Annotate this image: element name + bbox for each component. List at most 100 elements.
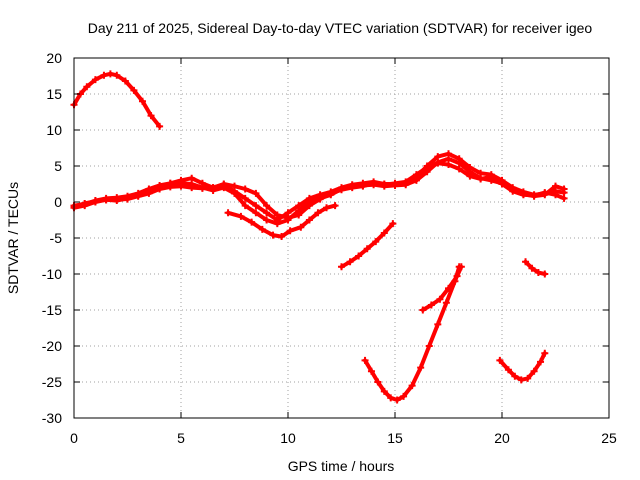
data-point <box>121 77 129 85</box>
data-point <box>530 192 538 200</box>
y-tick-label: 20 <box>46 50 62 66</box>
data-point <box>231 182 238 190</box>
data-point <box>434 159 442 167</box>
data-point <box>496 356 504 364</box>
data-point <box>156 122 164 130</box>
data-point <box>380 387 388 395</box>
data-point <box>100 71 108 79</box>
data-point <box>541 270 549 278</box>
data-point <box>425 342 433 350</box>
data-point <box>560 185 568 193</box>
data-point <box>372 238 380 246</box>
data-point <box>498 180 506 188</box>
data-point <box>314 209 322 217</box>
series-arc-7 <box>363 264 462 402</box>
data-point <box>445 161 452 169</box>
data-point <box>477 175 485 183</box>
data-point <box>130 86 138 94</box>
data-point <box>134 192 142 200</box>
data-point <box>145 189 153 197</box>
x-axis-ticks: 0 5 10 15 20 25 <box>70 58 617 446</box>
data-point <box>198 184 206 192</box>
data-point <box>537 358 545 366</box>
data-point <box>269 231 277 239</box>
x-tick-label: 20 <box>494 430 510 446</box>
data-point <box>511 372 519 380</box>
data-point <box>389 220 397 228</box>
data-point <box>434 320 442 328</box>
data-point <box>241 202 249 210</box>
y-axis-title: SDTVAR / TECUs <box>5 182 21 294</box>
data-point <box>455 165 463 173</box>
data-point <box>517 376 525 384</box>
data-point <box>380 181 388 189</box>
data-point <box>102 196 110 204</box>
data-point <box>252 202 260 210</box>
data-point <box>419 306 427 314</box>
data-point <box>295 211 303 219</box>
data-point <box>412 171 420 179</box>
data-point <box>504 366 512 374</box>
data-point <box>427 301 435 309</box>
data-point <box>91 197 99 205</box>
y-axis-ticks: -30 -25 -20 -15 -10 -5 0 5 10 15 20 <box>42 50 609 426</box>
data-point <box>417 364 425 372</box>
y-tick-label: 5 <box>54 158 62 174</box>
data-point <box>552 182 559 190</box>
data-point <box>113 71 121 79</box>
data-point <box>380 229 388 237</box>
data-point <box>81 199 89 207</box>
data-point <box>263 202 271 210</box>
data-point <box>166 183 174 191</box>
data-point <box>147 112 155 120</box>
data-point <box>323 204 331 212</box>
data-point <box>124 195 131 203</box>
data-point <box>248 218 256 226</box>
data-point <box>524 374 532 382</box>
chart-title: Day 211 of 2025, Sidereal Day-to-day VTE… <box>88 20 593 36</box>
data-point <box>359 182 367 190</box>
data-point <box>541 349 549 357</box>
data-point <box>316 195 324 203</box>
data-point <box>530 367 538 375</box>
data-point <box>338 186 345 194</box>
data-point <box>457 263 465 271</box>
data-point <box>231 189 238 197</box>
x-tick-label: 15 <box>387 430 403 446</box>
data-point <box>393 396 401 404</box>
y-tick-label: -10 <box>42 266 62 282</box>
data-point <box>188 184 196 192</box>
series-layer <box>70 70 568 404</box>
data-point <box>327 189 335 197</box>
x-axis-title: GPS time / hours <box>288 458 395 474</box>
data-point <box>331 202 339 210</box>
data-point <box>408 382 416 390</box>
data-point <box>509 187 517 195</box>
data-point <box>402 178 410 186</box>
data-point <box>361 356 369 364</box>
data-point <box>355 252 363 260</box>
data-point <box>367 367 375 375</box>
data-point <box>241 194 249 202</box>
y-tick-label: -5 <box>50 230 63 246</box>
data-point <box>237 212 245 220</box>
data-point <box>442 299 450 307</box>
data-point <box>113 195 121 203</box>
data-point <box>487 173 495 181</box>
x-tick-label: 5 <box>177 430 185 446</box>
data-point <box>278 233 286 241</box>
data-point <box>263 216 271 224</box>
data-point <box>241 185 249 193</box>
y-tick-label: 10 <box>46 122 62 138</box>
data-point <box>106 70 114 78</box>
data-point <box>297 223 305 231</box>
data-point <box>391 179 399 187</box>
data-point <box>522 258 530 266</box>
data-point <box>252 209 260 217</box>
y-tick-label: -25 <box>42 374 62 390</box>
data-point <box>445 284 452 292</box>
data-point <box>387 394 395 402</box>
data-point <box>466 172 474 180</box>
